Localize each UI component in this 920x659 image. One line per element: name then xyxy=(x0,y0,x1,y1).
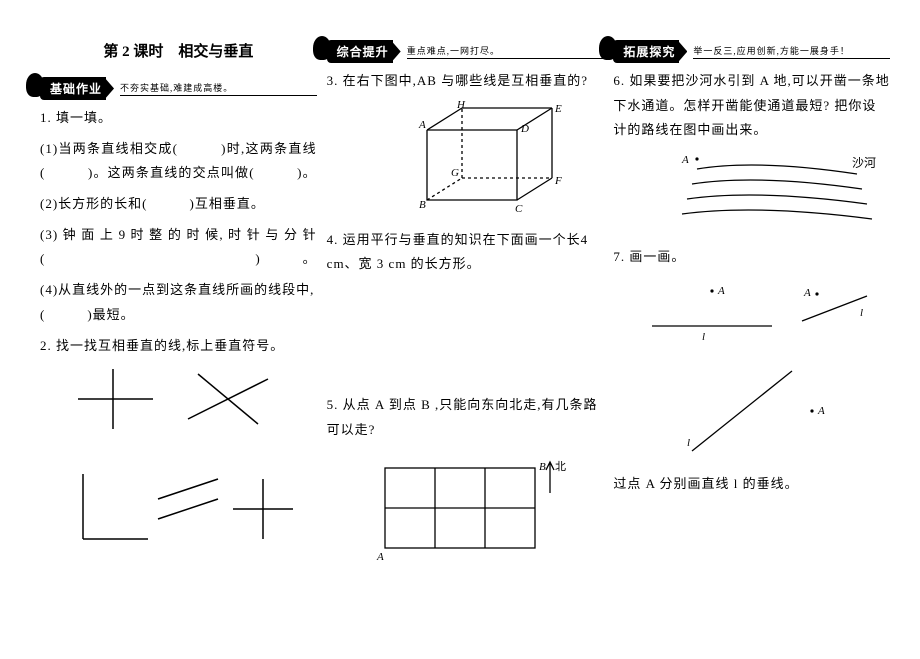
column-3: 拓展探究 举一反三,应用创新,方能一展身手！ 6. 如果要把沙河水引到 A 地,… xyxy=(613,40,890,639)
improve-badge: 综合提升 xyxy=(327,40,393,63)
fig1b-l: l xyxy=(860,307,863,319)
fig1-l: l xyxy=(702,331,705,343)
crossing-lines-figure xyxy=(58,364,298,554)
fig2-A: A xyxy=(817,405,825,417)
column-1: 第 2 课时 相交与垂直 基础作业 不夯实基础,难建成高楼。 1. 填一填。 (… xyxy=(40,40,317,639)
q4: 4. 运用平行与垂直的知识在下面画一个长4 cm、宽 3 cm 的长方形。 xyxy=(327,228,604,277)
perp-figure-1: A l A l xyxy=(632,276,872,346)
river-point-A: A xyxy=(681,154,689,166)
improve-header: 综合提升 重点难点,一网打尽。 xyxy=(327,40,604,63)
svg-text:C: C xyxy=(515,203,523,215)
page-columns: 第 2 课时 相交与垂直 基础作业 不夯实基础,难建成高楼。 1. 填一填。 (… xyxy=(40,40,890,639)
basic-hint: 不夯实基础,难建成高楼。 xyxy=(120,81,317,96)
q1: 1. 填一填。 xyxy=(40,106,317,131)
perp-figure-2: l A xyxy=(662,356,842,466)
q1-3: (3) 钟 面 上 9 时 整 的 时 候, 时 针 与 分 针( )。 xyxy=(40,223,317,272)
fig1b-A: A xyxy=(803,287,811,299)
river-label: 沙河 xyxy=(852,156,876,170)
grid-label-A: A xyxy=(376,551,384,563)
svg-text:A: A xyxy=(418,119,426,131)
grid-figure: B A 北 xyxy=(355,448,575,568)
svg-text:G: G xyxy=(451,167,459,179)
improve-hint: 重点难点,一网打尽。 xyxy=(407,44,604,59)
north-label: 北 xyxy=(555,460,566,473)
river-figure: A 沙河 xyxy=(627,149,877,239)
svg-text:E: E xyxy=(554,103,562,115)
fig1-A: A xyxy=(717,285,725,297)
expand-badge: 拓展探究 xyxy=(613,40,679,63)
q1-4: (4)从直线外的一点到这条直线所画的线段中,( )最短。 xyxy=(40,278,317,327)
svg-text:H: H xyxy=(456,100,466,111)
blank-draw-area xyxy=(327,283,604,393)
cuboid-figure: A B C D E F G H xyxy=(407,100,577,220)
fig2-l: l xyxy=(687,437,690,449)
q3: 3. 在右下图中,AB 与哪些线是互相垂直的? xyxy=(327,69,604,94)
grid-label-B: B xyxy=(539,461,546,473)
perp-caption: 过点 A 分别画直线 l 的垂线。 xyxy=(613,472,890,497)
expand-header: 拓展探究 举一反三,应用创新,方能一展身手！ xyxy=(613,40,890,63)
q6: 6. 如果要把沙河水引到 A 地,可以开凿一条地下水通道。怎样开凿能使通道最短?… xyxy=(613,69,890,143)
q7: 7. 画一画。 xyxy=(613,245,890,270)
q5: 5. 从点 A 到点 B ,只能向东向北走,有几条路可以走? xyxy=(327,393,604,442)
q1-2: (2)长方形的长和( )互相垂直。 xyxy=(40,192,317,217)
q1-1: (1)当两条直线相交成( )时,这两条直线( )。这两条直线的交点叫做( )。 xyxy=(40,137,317,186)
expand-hint: 举一反三,应用创新,方能一展身手！ xyxy=(693,44,890,59)
q2: 2. 找一找互相垂直的线,标上垂直符号。 xyxy=(40,334,317,359)
basic-badge: 基础作业 xyxy=(40,77,106,100)
column-2: 综合提升 重点难点,一网打尽。 3. 在右下图中,AB 与哪些线是互相垂直的? xyxy=(327,40,604,639)
basic-header: 基础作业 不夯实基础,难建成高楼。 xyxy=(40,77,317,100)
svg-text:B: B xyxy=(419,199,426,211)
lesson-title: 第 2 课时 相交与垂直 xyxy=(40,40,317,61)
svg-text:D: D xyxy=(520,123,529,135)
svg-text:F: F xyxy=(554,175,562,187)
